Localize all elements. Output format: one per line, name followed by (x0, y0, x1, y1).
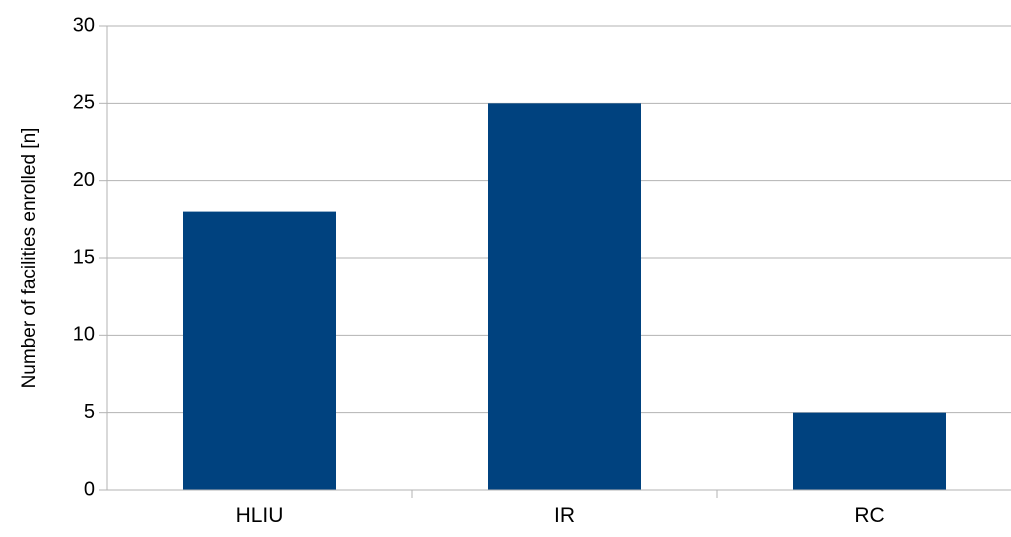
labels: 0 5 10 15 20 25 30 HLIU IR RC (73, 14, 885, 527)
axes (99, 25, 1011, 498)
bar-rc (793, 412, 946, 490)
x-tick-label: IR (554, 504, 575, 527)
x-tick-label: HLIU (236, 504, 284, 527)
y-tick-label: 0 (84, 478, 95, 500)
y-tick-label: 10 (73, 324, 95, 346)
bar-ir (488, 103, 641, 490)
y-tick-label: 25 (73, 92, 95, 114)
y-tick-label: 5 (84, 401, 95, 423)
y-tick-label: 20 (73, 169, 95, 191)
y-axis-title: Number of facilities enrolled [n] (19, 128, 40, 389)
bar-hliu (183, 211, 336, 490)
y-tick-label: 30 (73, 14, 95, 36)
y-tick-label: 15 (73, 246, 95, 268)
x-tick-label: RC (854, 504, 884, 527)
bars (183, 103, 946, 490)
